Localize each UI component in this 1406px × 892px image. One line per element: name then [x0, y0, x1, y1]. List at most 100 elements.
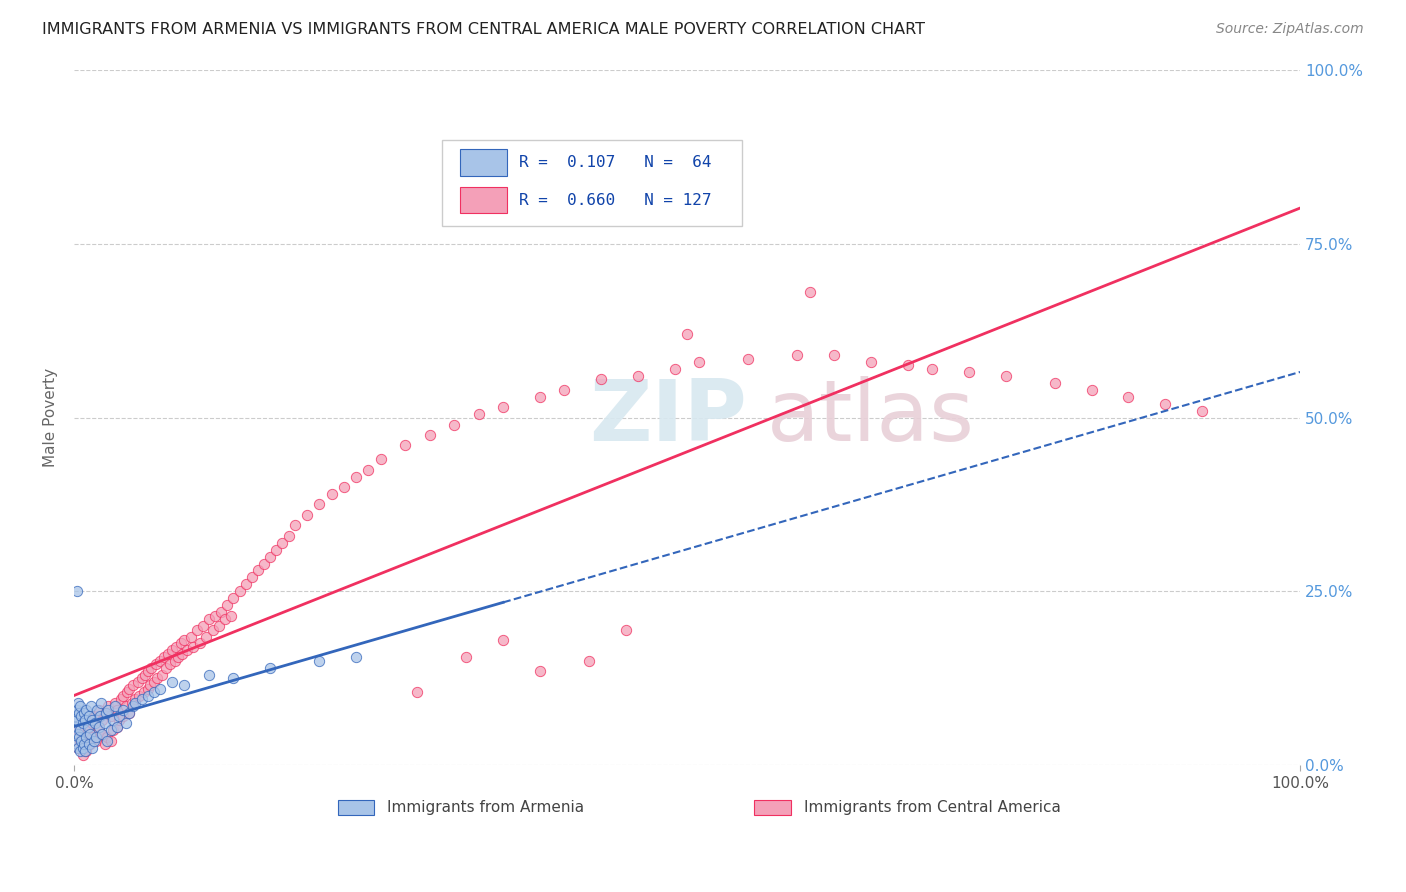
Point	[344, 469, 367, 483]
Point	[553, 383, 575, 397]
Point	[115, 685, 138, 699]
Point	[112, 709, 135, 723]
Point	[195, 630, 218, 644]
Point	[73, 706, 96, 720]
Point	[66, 696, 89, 710]
Point	[73, 727, 96, 741]
Point	[103, 699, 125, 714]
Point	[77, 709, 100, 723]
Point	[141, 661, 163, 675]
Point	[308, 498, 330, 512]
Point	[173, 678, 195, 692]
Point	[70, 733, 93, 747]
Point	[131, 671, 153, 685]
Point	[957, 365, 980, 379]
Point	[114, 699, 136, 714]
Point	[578, 654, 600, 668]
Point	[222, 591, 245, 606]
Point	[994, 368, 1017, 383]
Text: Immigrants from Central America: Immigrants from Central America	[803, 800, 1060, 815]
Point	[122, 699, 145, 714]
Point	[456, 650, 478, 665]
Point	[160, 674, 183, 689]
Point	[96, 733, 118, 747]
Point	[90, 696, 112, 710]
Point	[90, 727, 112, 741]
Point	[72, 740, 94, 755]
Point	[82, 713, 104, 727]
Point	[266, 542, 288, 557]
Point	[170, 647, 193, 661]
Point	[159, 657, 181, 672]
Point	[614, 623, 637, 637]
Point	[83, 733, 105, 747]
Point	[142, 674, 165, 689]
Point	[664, 362, 686, 376]
Point	[1080, 383, 1102, 397]
FancyBboxPatch shape	[441, 139, 742, 227]
Point	[897, 359, 920, 373]
Point	[100, 723, 122, 738]
Point	[110, 692, 132, 706]
Point	[105, 720, 128, 734]
Point	[208, 619, 231, 633]
Point	[344, 650, 367, 665]
Point	[65, 713, 87, 727]
Point	[173, 632, 195, 647]
Point	[1191, 403, 1213, 417]
Point	[112, 702, 135, 716]
Point	[149, 654, 172, 668]
Point	[277, 529, 299, 543]
Point	[82, 740, 104, 755]
Point	[65, 737, 87, 751]
Point	[176, 643, 198, 657]
Point	[217, 599, 239, 613]
Point	[118, 706, 141, 720]
Point	[97, 702, 120, 716]
Point	[406, 685, 429, 699]
Point	[136, 665, 159, 679]
Point	[160, 643, 183, 657]
Point	[91, 713, 114, 727]
Point	[134, 667, 156, 681]
Point	[149, 681, 172, 696]
Point	[67, 706, 90, 720]
Point	[87, 702, 110, 716]
Point	[118, 681, 141, 696]
Point	[198, 612, 221, 626]
Point	[170, 636, 193, 650]
FancyBboxPatch shape	[460, 186, 506, 213]
Point	[357, 463, 380, 477]
Point	[124, 692, 146, 706]
Point	[222, 671, 245, 685]
Point	[124, 696, 146, 710]
Point	[75, 713, 97, 727]
Point	[627, 368, 650, 383]
Point	[146, 671, 169, 685]
Point	[191, 619, 214, 633]
Point	[100, 709, 122, 723]
Point	[180, 630, 202, 644]
Y-axis label: Male Poverty: Male Poverty	[44, 368, 58, 467]
Point	[69, 744, 91, 758]
Point	[128, 689, 150, 703]
Text: ZIP: ZIP	[589, 376, 747, 459]
Point	[93, 737, 115, 751]
Point	[492, 400, 515, 414]
Point	[69, 733, 91, 747]
Point	[103, 696, 125, 710]
Point	[77, 720, 100, 734]
Point	[96, 731, 118, 745]
Point	[66, 727, 89, 741]
Point	[108, 713, 131, 727]
Point	[253, 557, 276, 571]
Point	[204, 608, 226, 623]
Point	[75, 744, 97, 758]
Point	[443, 417, 465, 432]
Point	[181, 640, 204, 654]
Point	[308, 654, 330, 668]
Point	[688, 355, 710, 369]
Text: R =  0.107   N =  64: R = 0.107 N = 64	[519, 155, 711, 170]
Point	[145, 657, 167, 672]
Point	[209, 605, 232, 619]
